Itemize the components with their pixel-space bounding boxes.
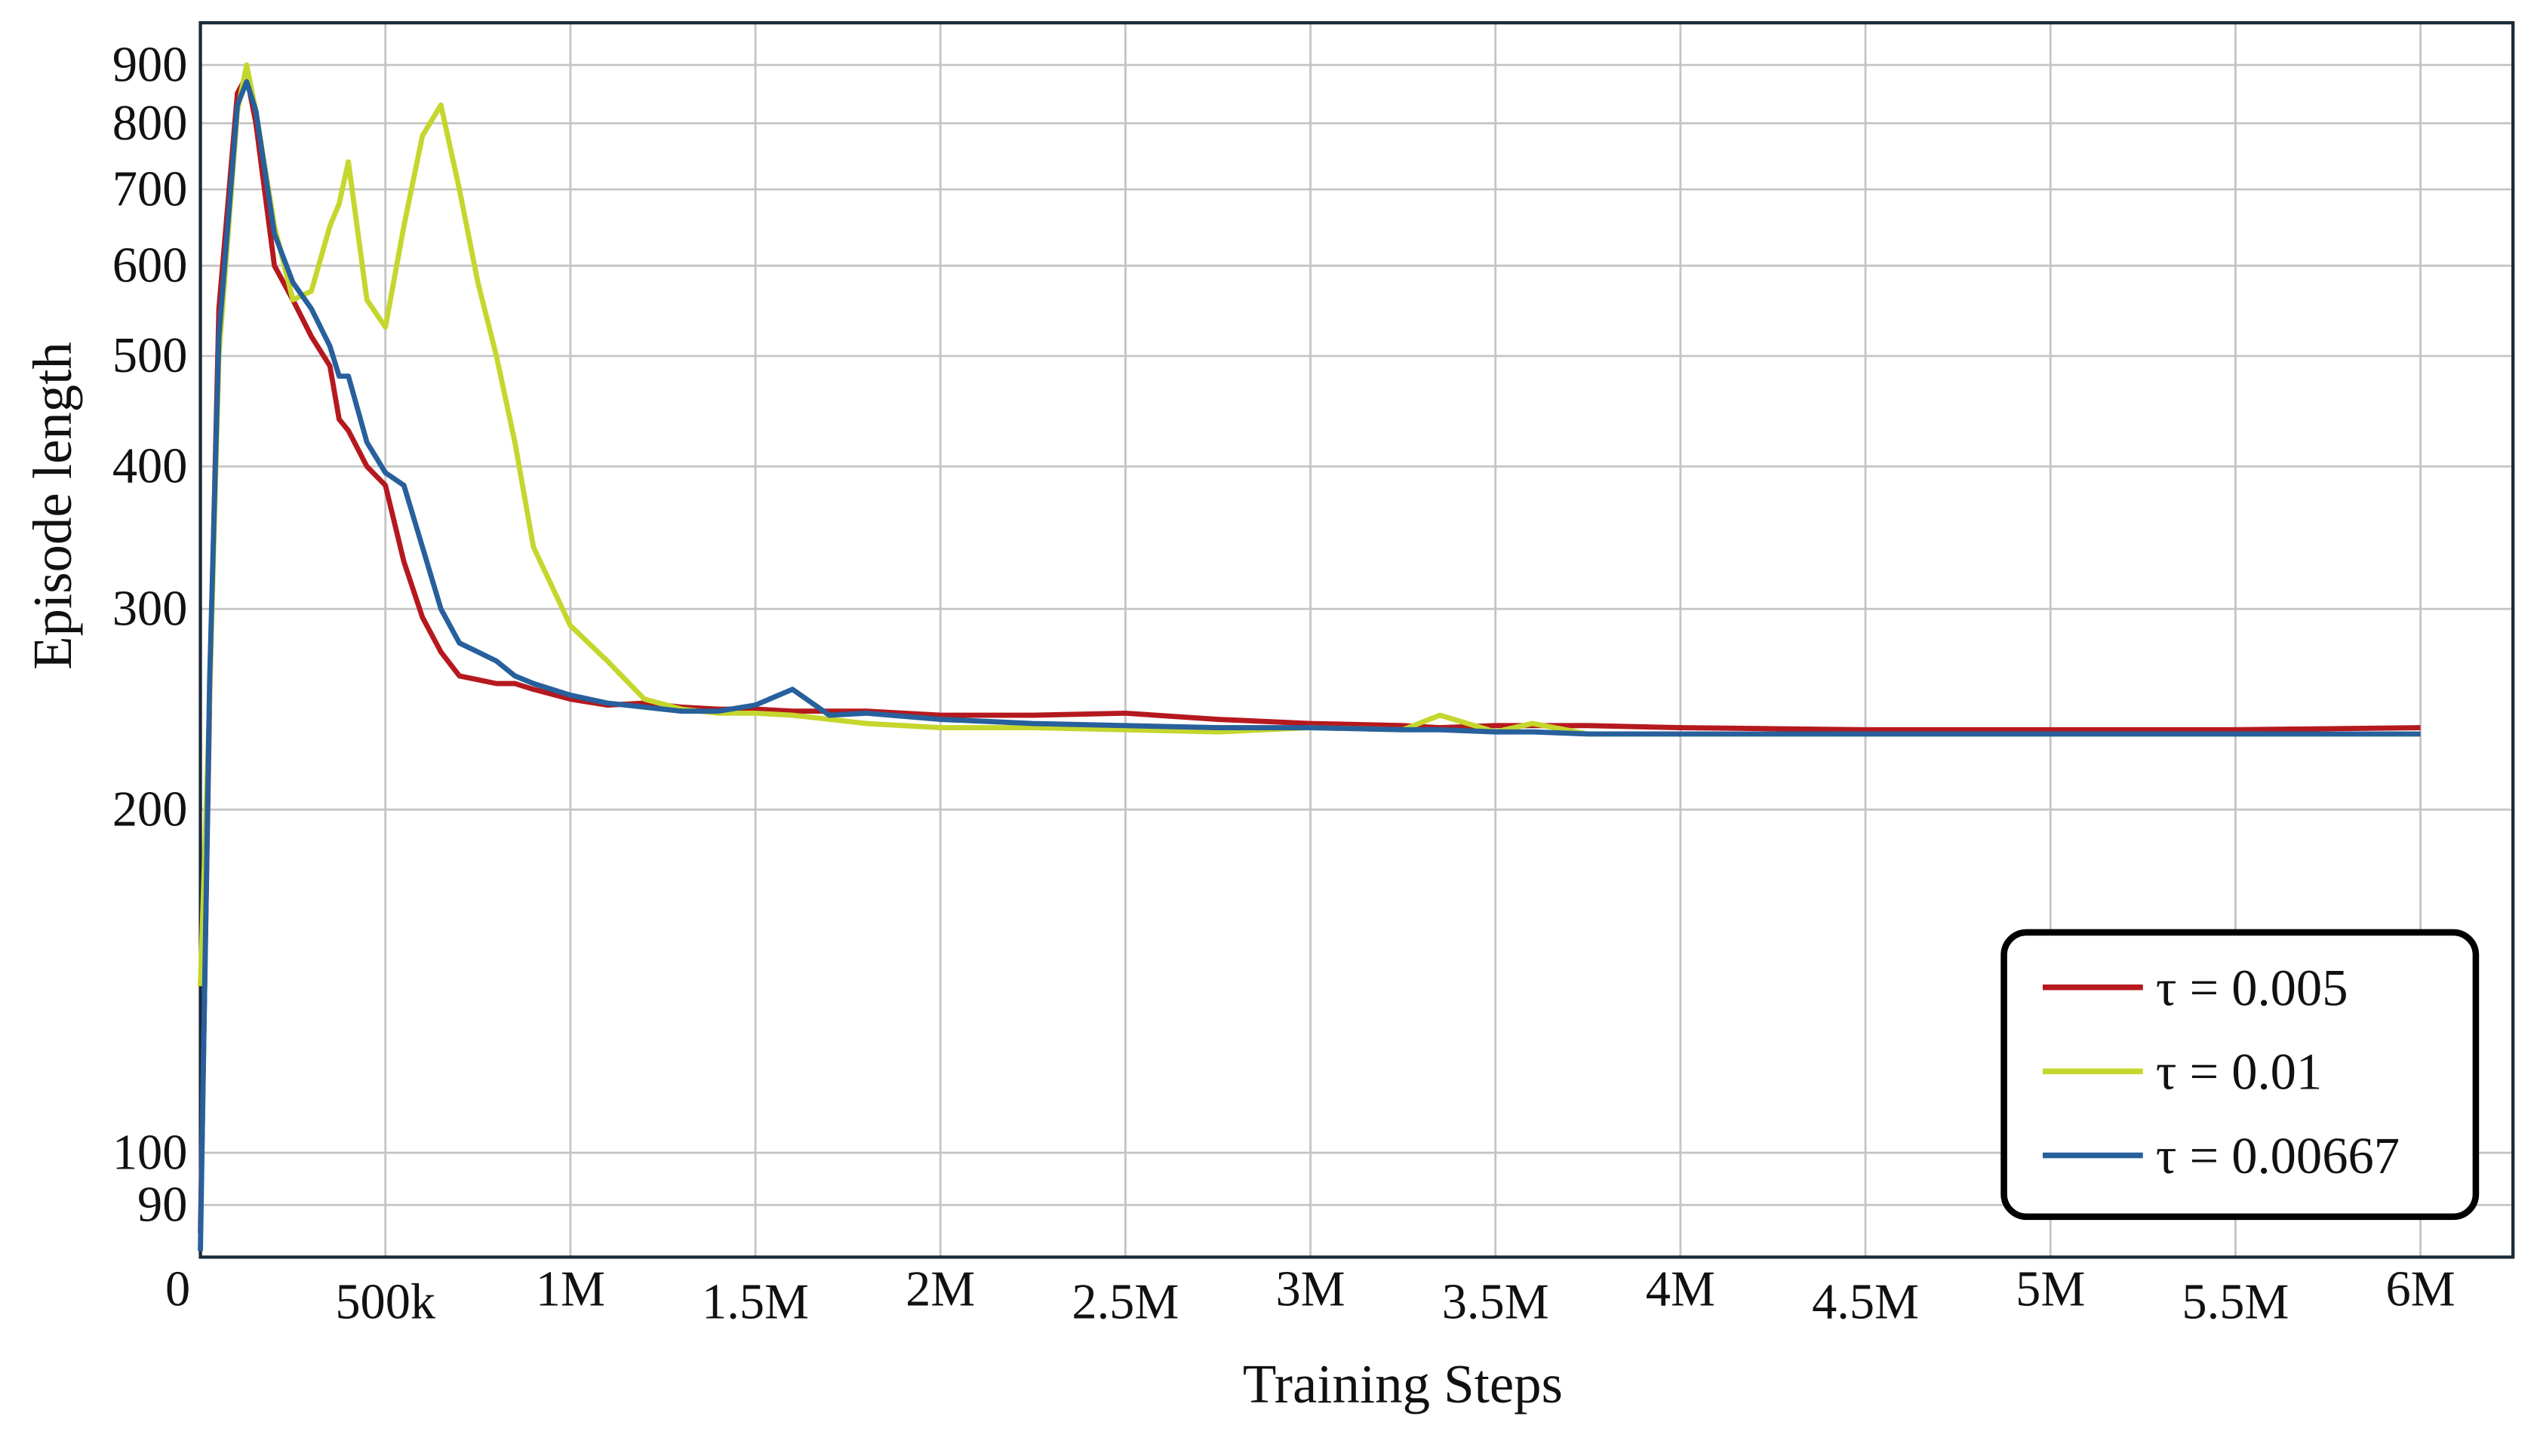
x-tick-label: 4M	[1646, 1262, 1715, 1317]
x-tick-label: 1.5M	[702, 1275, 809, 1330]
legend-box	[2000, 929, 2480, 1221]
y-tick-label: 600	[112, 238, 188, 293]
y-tick-label: 900	[112, 38, 188, 93]
y-tick-label: 90	[137, 1178, 187, 1233]
x-tick-label: 2M	[906, 1262, 975, 1317]
plot-frame	[198, 21, 2515, 1259]
y-tick-label: 300	[112, 581, 188, 636]
y-tick-label: 700	[112, 161, 188, 217]
series-line	[198, 78, 2421, 1252]
x-tick-label: 0	[165, 1262, 190, 1317]
y-tick-label: 200	[112, 782, 188, 837]
legend-label: τ = 0.005	[2156, 959, 2348, 1016]
y-axis-label: Episode length	[22, 342, 83, 670]
y-tick-label: 400	[112, 439, 188, 494]
x-tick-label: 2.5M	[1072, 1275, 1179, 1330]
legend-label: τ = 0.00667	[2156, 1127, 2400, 1184]
x-tick-label: 5.5M	[2182, 1275, 2289, 1330]
x-tick-label: 1M	[536, 1262, 605, 1317]
y-tick-label: 800	[112, 96, 188, 151]
y-tick-label: 500	[112, 328, 188, 383]
x-tick-label: 4.5M	[1812, 1275, 1919, 1330]
series-line	[198, 73, 2421, 1233]
x-tick-label: 5M	[2016, 1262, 2085, 1317]
legend-label: τ = 0.01	[2156, 1043, 2322, 1101]
x-tick-label: 3.5M	[1442, 1275, 1549, 1330]
x-tick-label: 6M	[2385, 1262, 2455, 1317]
y-tick-label: 100	[112, 1125, 188, 1180]
x-tick-label: 3M	[1275, 1262, 1345, 1317]
x-axis-label: Training Steps	[1243, 1353, 1563, 1415]
x-tick-label: 500k	[335, 1275, 436, 1330]
